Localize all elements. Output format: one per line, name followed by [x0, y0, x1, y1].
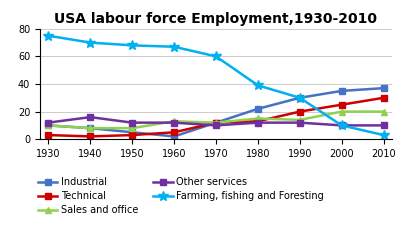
- Industrial: [46, 124, 51, 127]
- Other services: [130, 121, 134, 124]
- Industrial: [381, 87, 386, 90]
- Industrial: [88, 127, 93, 130]
- Farming, fishing and Foresting: [172, 45, 176, 48]
- Farming, fishing and Foresting: [88, 41, 93, 44]
- Other services: [381, 124, 386, 127]
- Industrial: [298, 96, 302, 99]
- Other services: [256, 121, 260, 124]
- Technical: [339, 103, 344, 106]
- Technical: [381, 96, 386, 99]
- Industrial: [256, 108, 260, 110]
- Technical: [88, 135, 93, 138]
- Farming, fishing and Foresting: [130, 44, 134, 47]
- Sales and office: [88, 127, 93, 130]
- Sales and office: [46, 124, 51, 127]
- Technical: [214, 121, 218, 124]
- Sales and office: [339, 110, 344, 113]
- Line: Technical: Technical: [46, 95, 386, 139]
- Technical: [46, 134, 51, 137]
- Title: USA labour force Employment,1930-2010: USA labour force Employment,1930-2010: [54, 12, 378, 26]
- Other services: [298, 121, 302, 124]
- Other services: [214, 124, 218, 127]
- Sales and office: [214, 121, 218, 124]
- Sales and office: [130, 127, 134, 130]
- Industrial: [130, 131, 134, 134]
- Industrial: [172, 135, 176, 138]
- Technical: [256, 120, 260, 123]
- Legend: Industrial, Technical, Sales and office, Other services, Farming, fishing and Fo: Industrial, Technical, Sales and office,…: [38, 177, 324, 215]
- Technical: [130, 134, 134, 137]
- Sales and office: [256, 117, 260, 120]
- Industrial: [339, 90, 344, 92]
- Farming, fishing and Foresting: [214, 55, 218, 58]
- Line: Sales and office: Sales and office: [46, 109, 386, 131]
- Other services: [46, 121, 51, 124]
- Farming, fishing and Foresting: [339, 124, 344, 127]
- Other services: [339, 124, 344, 127]
- Sales and office: [298, 118, 302, 121]
- Technical: [298, 110, 302, 113]
- Farming, fishing and Foresting: [381, 134, 386, 137]
- Line: Farming, fishing and Foresting: Farming, fishing and Foresting: [44, 31, 388, 140]
- Farming, fishing and Foresting: [46, 34, 51, 37]
- Other services: [88, 116, 93, 119]
- Other services: [172, 121, 176, 124]
- Technical: [172, 131, 176, 134]
- Line: Industrial: Industrial: [46, 85, 386, 139]
- Farming, fishing and Foresting: [298, 96, 302, 99]
- Industrial: [214, 121, 218, 124]
- Sales and office: [381, 110, 386, 113]
- Farming, fishing and Foresting: [256, 84, 260, 87]
- Sales and office: [172, 120, 176, 123]
- Line: Other services: Other services: [46, 114, 386, 128]
